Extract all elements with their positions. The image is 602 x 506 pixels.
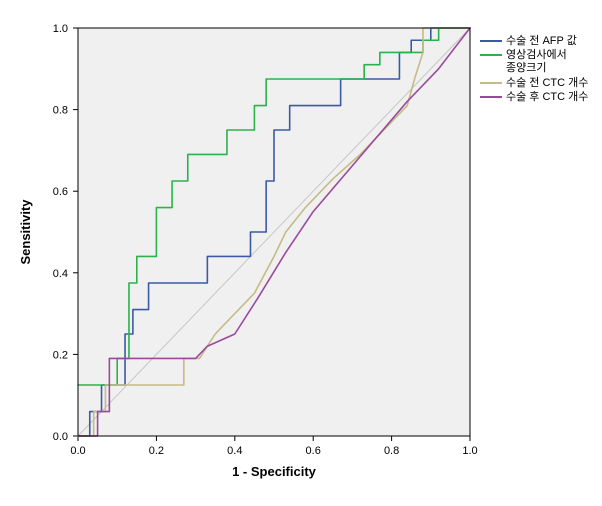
legend-swatch xyxy=(480,40,502,42)
legend-label: 영상검사에서 종양크기 xyxy=(506,49,567,75)
svg-text:0.2: 0.2 xyxy=(53,349,68,361)
svg-text:0.8: 0.8 xyxy=(53,105,68,117)
legend-label: 수술 전 AFP 값 xyxy=(506,35,577,48)
legend-label: 수술 후 CTC 개수 xyxy=(506,91,588,104)
legend-swatch xyxy=(480,96,502,98)
svg-text:0.0: 0.0 xyxy=(53,431,68,443)
svg-text:1 - Specificity: 1 - Specificity xyxy=(232,464,317,479)
svg-text:0.6: 0.6 xyxy=(306,445,321,457)
svg-text:0.8: 0.8 xyxy=(384,445,399,457)
svg-text:1.0: 1.0 xyxy=(462,445,477,457)
svg-text:0.4: 0.4 xyxy=(53,268,68,280)
legend-item-2: 수술 전 CTC 개수 xyxy=(480,77,588,90)
legend: 수술 전 AFP 값영상검사에서 종양크기수술 전 CTC 개수수술 후 CTC… xyxy=(480,35,588,105)
legend-swatch xyxy=(480,54,502,56)
legend-item-3: 수술 후 CTC 개수 xyxy=(480,91,588,104)
legend-label: 수술 전 CTC 개수 xyxy=(506,77,588,90)
svg-text:0.6: 0.6 xyxy=(53,186,68,198)
legend-swatch xyxy=(480,82,502,84)
svg-text:1.0: 1.0 xyxy=(53,23,68,35)
legend-item-1: 영상검사에서 종양크기 xyxy=(480,49,588,75)
svg-text:0.4: 0.4 xyxy=(227,445,242,457)
legend-item-0: 수술 전 AFP 값 xyxy=(480,35,588,48)
svg-text:Sensitivity: Sensitivity xyxy=(18,199,33,265)
svg-text:0.2: 0.2 xyxy=(149,445,164,457)
svg-text:0.0: 0.0 xyxy=(70,445,85,457)
